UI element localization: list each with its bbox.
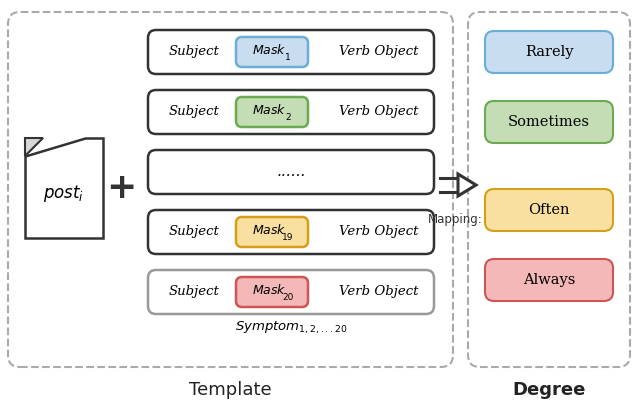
FancyBboxPatch shape <box>148 150 434 194</box>
Text: Verb Object: Verb Object <box>339 285 419 298</box>
Text: ......: ...... <box>276 165 306 179</box>
FancyBboxPatch shape <box>468 12 630 367</box>
Text: $\mathit{Mask}$: $\mathit{Mask}$ <box>252 43 286 57</box>
Text: $\mathit{Mask}$: $\mathit{Mask}$ <box>252 103 286 117</box>
Text: 2: 2 <box>285 114 291 123</box>
Polygon shape <box>25 138 43 156</box>
FancyBboxPatch shape <box>236 217 308 247</box>
Text: Verb Object: Verb Object <box>339 105 419 118</box>
Text: Always: Always <box>523 273 575 287</box>
Text: $\mathit{Symptom}_{1,2,...20}$: $\mathit{Symptom}_{1,2,...20}$ <box>235 320 348 336</box>
Text: 19: 19 <box>282 234 294 243</box>
FancyBboxPatch shape <box>148 270 434 314</box>
Text: Subject: Subject <box>168 46 220 59</box>
Text: Rarely: Rarely <box>525 45 573 59</box>
FancyBboxPatch shape <box>148 210 434 254</box>
Text: $\mathbf{+}$: $\mathbf{+}$ <box>106 171 134 205</box>
Text: 20: 20 <box>282 293 294 302</box>
Text: Subject: Subject <box>168 285 220 298</box>
Text: Verb Object: Verb Object <box>339 225 419 239</box>
Text: Degree: Degree <box>512 381 586 399</box>
Text: Subject: Subject <box>168 225 220 239</box>
FancyBboxPatch shape <box>148 90 434 134</box>
FancyBboxPatch shape <box>236 37 308 67</box>
Polygon shape <box>458 174 476 196</box>
Text: Mapping:: Mapping: <box>428 214 483 227</box>
FancyBboxPatch shape <box>485 259 613 301</box>
Text: Often: Often <box>528 203 570 217</box>
Text: Sometimes: Sometimes <box>508 115 590 129</box>
FancyBboxPatch shape <box>148 30 434 74</box>
Text: Verb Object: Verb Object <box>339 46 419 59</box>
Text: $\mathit{Mask}$: $\mathit{Mask}$ <box>252 223 286 237</box>
Text: 1: 1 <box>285 53 291 63</box>
Text: $\mathit{post}_i$: $\mathit{post}_i$ <box>44 182 84 204</box>
Text: Subject: Subject <box>168 105 220 118</box>
FancyBboxPatch shape <box>236 277 308 307</box>
FancyBboxPatch shape <box>8 12 453 367</box>
Polygon shape <box>25 138 103 238</box>
Text: Template: Template <box>189 381 271 399</box>
Text: $\mathit{Mask}$: $\mathit{Mask}$ <box>252 283 286 297</box>
FancyBboxPatch shape <box>485 31 613 73</box>
FancyBboxPatch shape <box>236 97 308 127</box>
FancyBboxPatch shape <box>485 189 613 231</box>
FancyBboxPatch shape <box>485 101 613 143</box>
